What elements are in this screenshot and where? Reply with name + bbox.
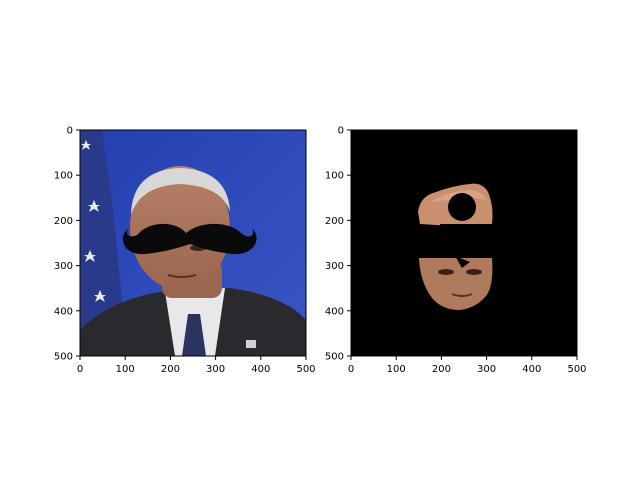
left-ytick-label: 400	[54, 306, 73, 317]
right-xtick-label: 400	[522, 364, 541, 375]
left-xtick-label: 500	[296, 364, 315, 375]
right-xtick-label: 0	[348, 364, 354, 375]
mustache-graphic	[122, 223, 257, 255]
right-ytick-label: 100	[325, 171, 344, 182]
left-ytick-label: 200	[54, 216, 73, 227]
face-graphic	[130, 166, 230, 290]
right-xtick-label: 100	[387, 364, 406, 375]
left-ytick-label: 300	[54, 261, 73, 272]
left-xtick-label: 400	[251, 364, 270, 375]
left-image-panel: 0 100 200 300 400 500 0 100 200 300 400 500	[54, 126, 316, 376]
right-ytick-label: 300	[325, 261, 344, 272]
left-xtick-label: 100	[116, 364, 135, 375]
right-xtick-label: 200	[432, 364, 451, 375]
left-photo	[80, 130, 306, 356]
left-xtick-label: 300	[206, 364, 225, 375]
right-ytick-label: 400	[325, 306, 344, 317]
left-xtick-label: 0	[77, 364, 83, 375]
left-axes: 0 100 200 300 400 500 0 100 200 300 400 500	[54, 126, 316, 376]
right-photo	[351, 130, 577, 356]
left-ytick-label: 100	[54, 171, 73, 182]
right-ytick-label: 0	[338, 126, 344, 137]
left-ytick-label: 500	[54, 352, 73, 363]
left-xtick-label: 200	[161, 364, 180, 375]
left-ytick-label: 0	[67, 126, 73, 137]
right-ytick-label: 500	[325, 352, 344, 363]
right-ytick-label: 200	[325, 216, 344, 227]
right-axes: 0 100 200 300 400 500 0 100 200 300 400 500	[325, 126, 587, 376]
right-xtick-label: 300	[477, 364, 496, 375]
right-image-panel: 0 100 200 300 400 500 0 100 200 300 400 500	[325, 126, 587, 376]
right-xtick-label: 500	[567, 364, 586, 375]
